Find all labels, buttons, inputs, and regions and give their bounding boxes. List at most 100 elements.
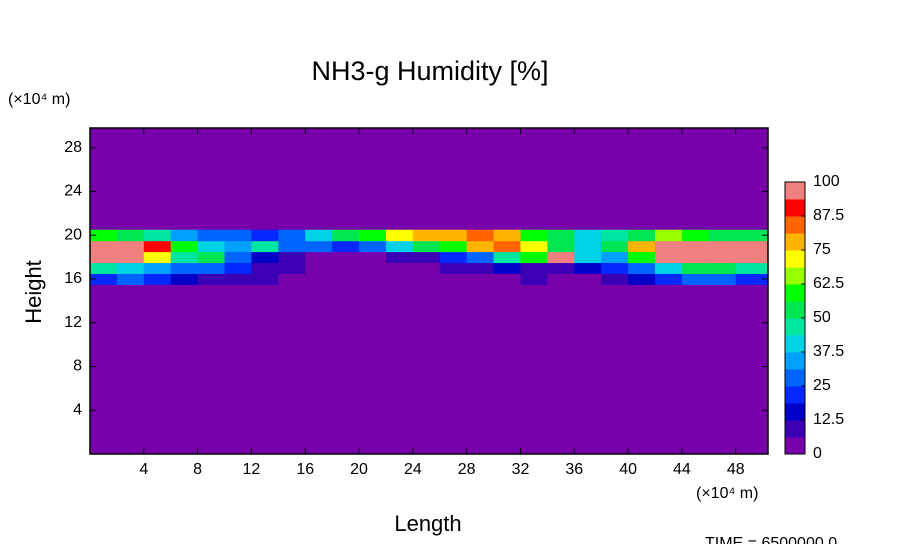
heat-cell <box>493 262 521 274</box>
x-unit: (×10⁴ m) <box>696 485 758 502</box>
colorbar-tick-label: 0 <box>813 445 822 462</box>
heat-cell <box>439 240 468 253</box>
heat-cell <box>90 262 118 274</box>
heat-cell <box>601 262 629 274</box>
heat-cell <box>224 240 252 253</box>
colorbar-band <box>785 437 805 455</box>
heat-cell <box>197 229 226 242</box>
heat-cell <box>547 273 575 285</box>
x-axis-label: Length <box>394 511 461 536</box>
heat-cell <box>439 273 468 285</box>
heat-cell <box>332 251 360 264</box>
heat-cell <box>359 240 387 253</box>
heat-cell <box>224 229 252 242</box>
heat-cell <box>224 262 252 274</box>
y-tick-label: 24 <box>64 183 82 200</box>
heat-cell <box>197 251 226 264</box>
heat-cell <box>628 251 656 264</box>
y-tick-label: 20 <box>64 226 82 243</box>
heat-cell <box>466 273 495 285</box>
heat-cell <box>708 262 737 274</box>
heat-cell <box>305 262 333 274</box>
heat-cell <box>278 262 306 274</box>
heat-cell <box>90 229 118 242</box>
heat-cell <box>332 262 360 274</box>
heat-cell <box>359 229 387 242</box>
colorbar-band <box>785 284 805 302</box>
heat-cell <box>359 262 387 274</box>
heat-cell <box>735 262 769 274</box>
heat-cell <box>655 251 683 264</box>
heat-cell <box>332 240 360 253</box>
heat-cell <box>628 229 656 242</box>
heat-cell <box>116 251 145 264</box>
colorbar-band <box>785 199 805 217</box>
heat-cell <box>601 251 629 264</box>
heat-cell <box>385 273 414 285</box>
heat-cell <box>251 240 279 253</box>
heat-cell <box>116 273 145 285</box>
heat-cell <box>251 262 279 274</box>
colorbar-band <box>785 352 805 370</box>
heat-cell <box>197 262 226 274</box>
heat-cell <box>574 262 602 274</box>
colorbar-band <box>785 250 805 268</box>
heat-cell <box>116 229 145 242</box>
heat-cell <box>735 273 769 285</box>
colorbar-band <box>785 216 805 234</box>
heat-cell <box>278 273 306 285</box>
heat-cell <box>628 262 656 274</box>
colorbar-tick-label: 12.5 <box>813 411 844 428</box>
heat-cell <box>655 240 683 253</box>
heat-cell <box>170 240 199 253</box>
x-tick-label: 8 <box>193 461 202 478</box>
colorbar-band <box>785 420 805 438</box>
heat-cell <box>224 251 252 264</box>
x-tick-label: 40 <box>619 461 637 478</box>
chart-title: NH3-g Humidity [%] <box>311 56 548 86</box>
colorbar-tick-label: 62.5 <box>813 275 844 292</box>
heat-cell <box>628 240 656 253</box>
heat-cell <box>412 229 441 242</box>
heat-cell <box>681 251 710 264</box>
heat-cell <box>305 251 333 264</box>
heat-cell <box>412 262 441 274</box>
colorbar-tick-label: 100 <box>813 173 840 190</box>
colorbar-band <box>785 386 805 404</box>
heat-cell <box>278 229 306 242</box>
heat-cell <box>493 273 521 285</box>
heat-cell <box>359 251 387 264</box>
heat-cell <box>520 229 548 242</box>
y-unit: (×10⁴ m) <box>8 91 70 108</box>
heat-cell <box>681 273 710 285</box>
colorbar-tick-label: 37.5 <box>813 343 844 360</box>
heat-cell <box>251 251 279 264</box>
x-tick-label: 4 <box>139 461 148 478</box>
heat-cell <box>412 240 441 253</box>
colorbar-band <box>785 267 805 285</box>
heat-cell <box>197 240 226 253</box>
plot-background <box>90 128 768 454</box>
y-tick-label: 8 <box>73 358 82 375</box>
heat-cell <box>439 262 468 274</box>
heat-cell <box>466 251 495 264</box>
colorbar-band <box>785 233 805 251</box>
x-tick-label: 44 <box>673 461 691 478</box>
x-tick-label: 32 <box>512 461 530 478</box>
heat-cell <box>735 240 769 253</box>
heat-cell <box>574 240 602 253</box>
heat-cell <box>547 251 575 264</box>
heat-cell <box>439 229 468 242</box>
heat-cell <box>332 273 360 285</box>
heat-cell <box>708 273 737 285</box>
heat-cell <box>359 273 387 285</box>
plot-frame <box>89 127 769 455</box>
heat-cell <box>681 262 710 274</box>
heat-cell <box>708 229 737 242</box>
heat-cell <box>655 273 683 285</box>
heat-cell <box>520 251 548 264</box>
heat-cell <box>439 251 468 264</box>
heat-cell <box>493 240 521 253</box>
y-tick-label: 28 <box>64 139 82 156</box>
